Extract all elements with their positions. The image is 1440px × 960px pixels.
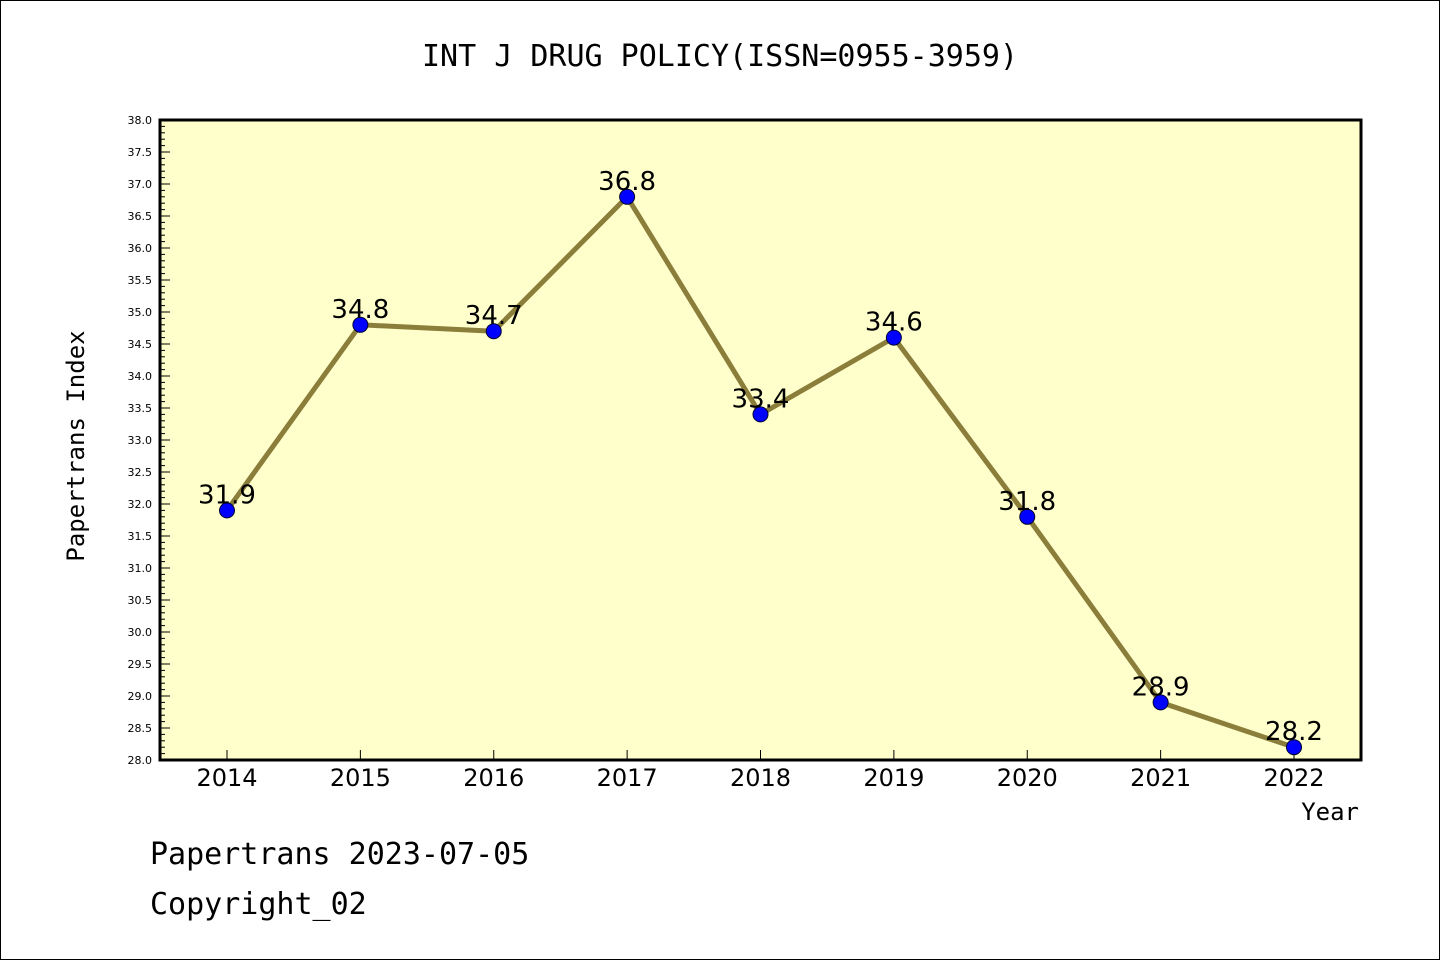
y-tick-label: 34.5 [128, 338, 153, 351]
data-label: 34.8 [331, 295, 389, 325]
data-point [352, 316, 369, 333]
y-tick-label: 32.0 [128, 498, 153, 511]
data-point [1019, 508, 1036, 525]
x-tick-label: 2017 [597, 764, 658, 792]
y-tick-label: 31.5 [128, 530, 153, 543]
y-tick-label: 29.0 [128, 690, 153, 703]
y-tick-label: 37.0 [128, 178, 153, 191]
data-label: 31.8 [998, 487, 1056, 517]
x-tick-label: 2021 [1130, 764, 1191, 792]
x-axis: 2014 2015 2016 2017 2018 2019 2020 2021 2022 [196, 750, 1325, 792]
footer-copyright: Copyright_02 [150, 887, 367, 922]
data-label: 28.2 [1265, 717, 1323, 747]
data-label: 33.4 [732, 384, 790, 414]
y-tick-label: 32.5 [128, 466, 153, 479]
y-tick-label: 29.5 [128, 658, 153, 671]
y-tick-label: 30.5 [128, 594, 153, 607]
x-tick-label: 2015 [330, 764, 391, 792]
y-tick-label: 35.5 [128, 274, 153, 287]
x-tick-label: 2019 [863, 764, 924, 792]
data-markers [219, 188, 1302, 756]
y-axis-label: Papertrans Index [62, 330, 90, 561]
x-tick-label: 2016 [463, 764, 524, 792]
y-tick-label: 30.0 [128, 626, 153, 639]
y-tick-label: 35.0 [128, 306, 153, 319]
data-label: 36.8 [598, 167, 656, 197]
data-point [485, 323, 502, 340]
y-axis: 28.0 28.5 29.0 29.5 30.0 30.5 31.0 31.5 32.0 32.5… [128, 114, 170, 767]
y-tick-label: 28.5 [128, 722, 153, 735]
data-label: 31.9 [198, 480, 256, 510]
data-labels: 31.9 34.8 34.7 36.8 33.4 34.6 31.8 28.9 28.2 [198, 167, 1323, 747]
chart-title: INT J DRUG POLICY(ISSN=0955-3959) [422, 39, 1018, 74]
data-label: 34.6 [865, 308, 923, 338]
y-tick-label: 33.5 [128, 402, 153, 415]
y-tick-label: 36.0 [128, 242, 153, 255]
x-tick-label: 2020 [997, 764, 1058, 792]
y-tick-label: 38.0 [128, 114, 153, 127]
x-tick-label: 2018 [730, 764, 791, 792]
y-tick-label: 33.0 [128, 434, 153, 447]
data-point [752, 406, 769, 423]
footer-date: Papertrans 2023-07-05 [150, 837, 529, 872]
y-tick-label: 37.5 [128, 146, 153, 159]
data-point [619, 188, 636, 205]
data-point [1286, 739, 1302, 756]
y-tick-label: 34.0 [128, 370, 153, 383]
y-tick-label: 36.5 [128, 210, 153, 223]
data-point [219, 502, 235, 519]
data-label: 34.7 [465, 301, 523, 331]
data-label: 28.9 [1132, 672, 1190, 702]
x-axis-label: Year [1301, 798, 1359, 826]
y-tick-label: 28.0 [128, 754, 153, 767]
x-tick-label: 2022 [1263, 764, 1324, 792]
x-tick-label: 2014 [196, 764, 257, 792]
y-tick-label: 31.0 [128, 562, 153, 575]
data-point [1152, 694, 1169, 711]
plot-area [158, 118, 1363, 762]
data-point [885, 329, 902, 346]
